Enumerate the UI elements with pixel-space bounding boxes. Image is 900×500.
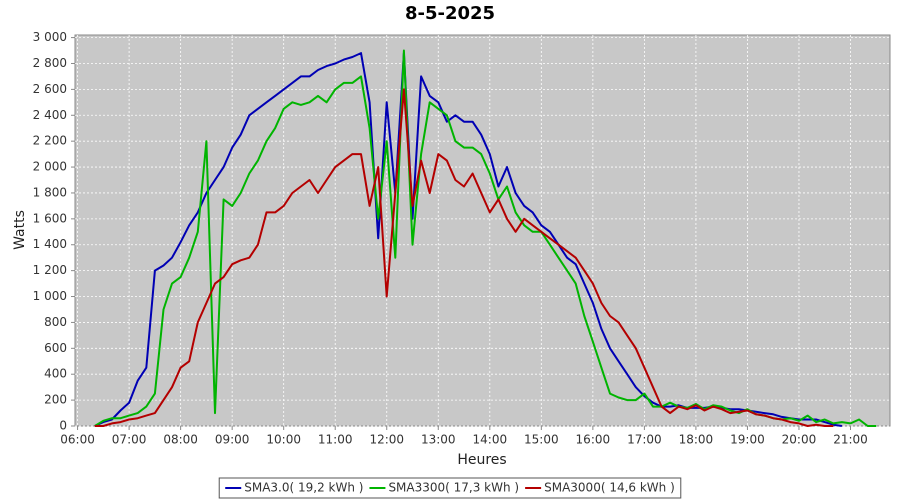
x-tick-label: 18:00 [679, 433, 714, 447]
x-tick-label: 07:00 [112, 433, 147, 447]
y-tick-label: 2 400 [33, 108, 67, 122]
plot-area [74, 34, 891, 427]
x-tick-label: 19:00 [730, 433, 765, 447]
y-tick-label: 1 200 [33, 263, 67, 277]
x-tick-label: 21:00 [833, 433, 868, 447]
x-tick-label: 08:00 [163, 433, 198, 447]
y-tick-label: 1 000 [33, 289, 67, 303]
x-tick-label: 10:00 [266, 433, 301, 447]
y-tick-label: 600 [44, 341, 67, 355]
y-tick-label: 1 800 [33, 185, 67, 199]
y-axis-title: Watts [12, 210, 28, 250]
series-line [94, 88, 834, 427]
x-tick-label: 16:00 [576, 433, 611, 447]
chart-title: 8-5-2025 [405, 3, 495, 24]
x-tick-label: 09:00 [215, 433, 250, 447]
x-tick-label: 06:00 [60, 433, 95, 447]
y-tick-label: 2 600 [33, 82, 67, 96]
x-tick-label: 15:00 [524, 433, 559, 447]
legend: SMA3.0( 19,2 kWh ) SMA3300( 17,3 kWh ) SMA… [218, 477, 682, 499]
y-tick-label: 800 [44, 315, 67, 329]
y-tick-label: 1 600 [33, 211, 67, 225]
y-tick-label: 1 400 [33, 237, 67, 251]
legend-label: SMA3000( 14,6 kWh ) [544, 481, 675, 495]
y-tick-label: 0 [59, 419, 67, 433]
legend-label: SMA3300( 17,3 kWh ) [388, 481, 519, 495]
x-tick-label: 20:00 [782, 433, 817, 447]
legend-box [218, 477, 682, 499]
y-tick-label: 200 [44, 393, 67, 407]
x-tick-label: 12:00 [369, 433, 404, 447]
x-tick-label: 14:00 [473, 433, 508, 447]
x-tick-label: 13:00 [421, 433, 456, 447]
y-tick-label: 400 [44, 367, 67, 381]
y-tick-label: 3 000 [33, 30, 67, 44]
y-tick-label: 2 800 [33, 56, 67, 70]
y-tick-label: 2 000 [33, 160, 67, 174]
x-axis-title: Heures [457, 452, 506, 468]
x-tick-label: 11:00 [318, 433, 353, 447]
y-tick-label: 2 200 [33, 134, 67, 148]
x-tick-label: 17:00 [627, 433, 662, 447]
legend-label: SMA3.0( 19,2 kWh ) [244, 481, 363, 495]
